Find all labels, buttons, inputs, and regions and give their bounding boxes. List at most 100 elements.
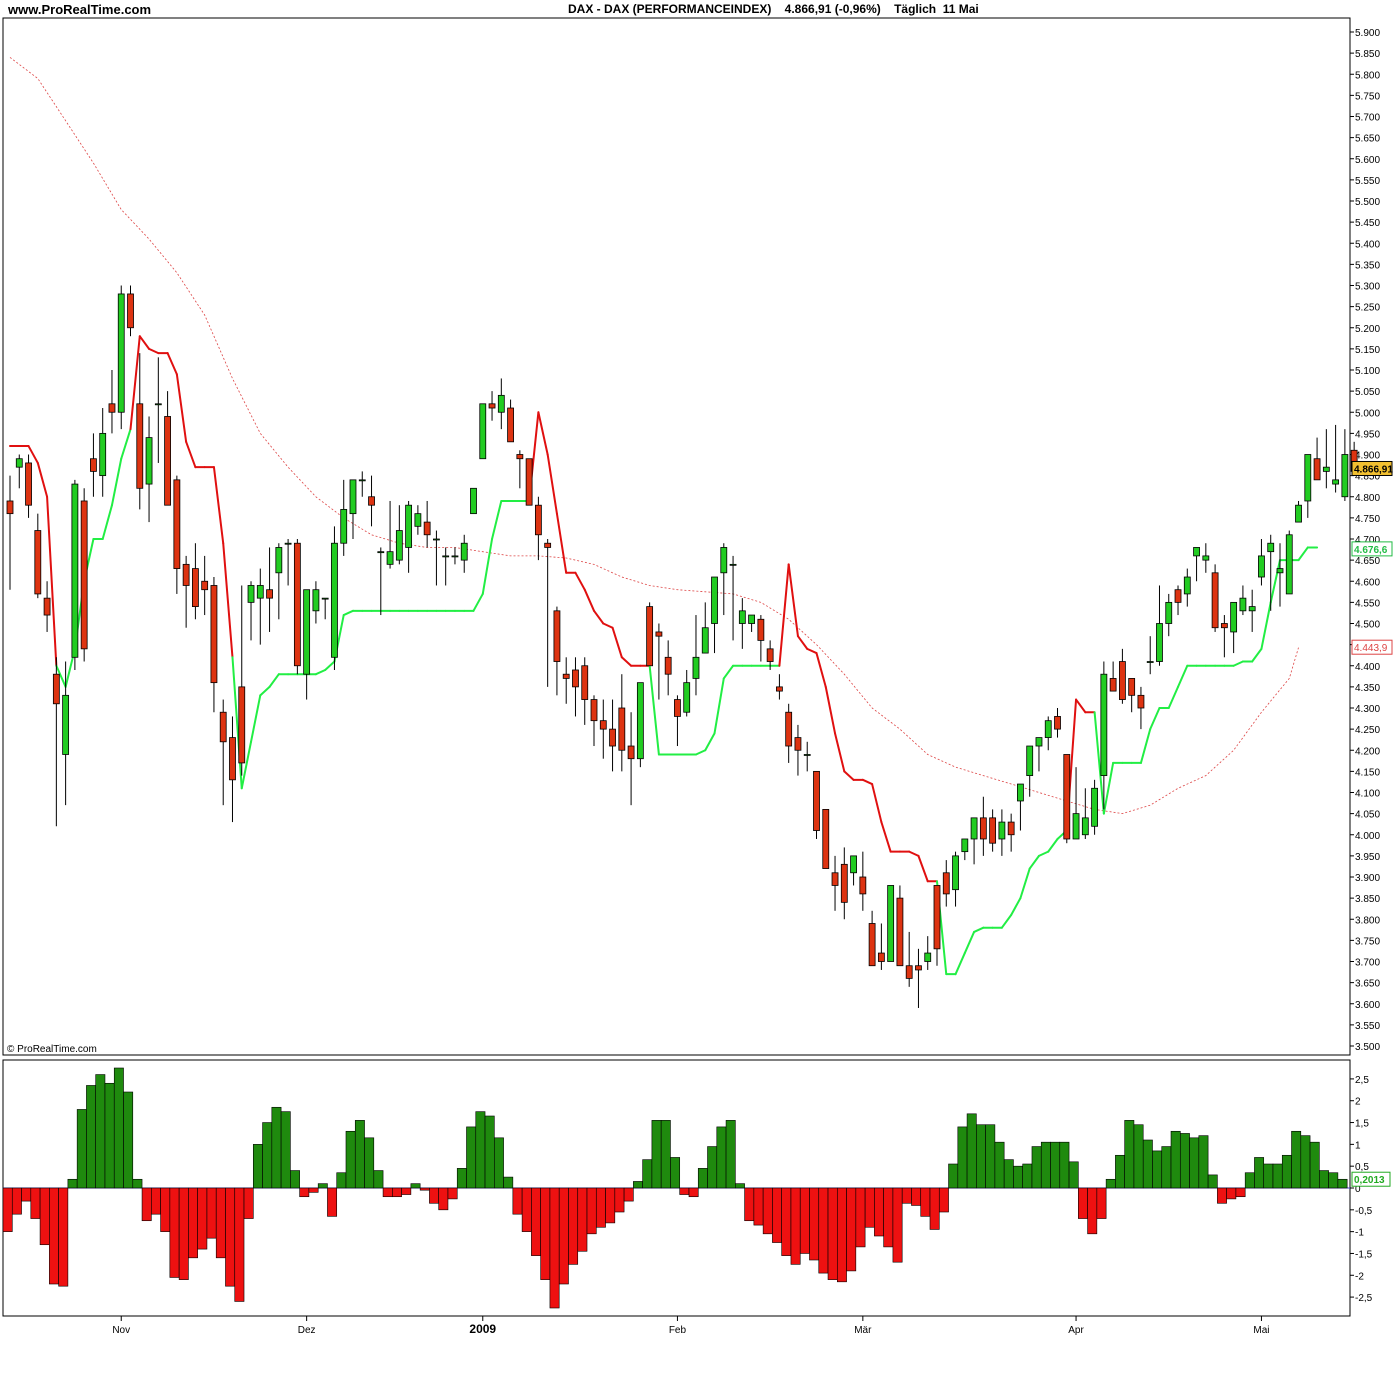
oscillator-bar-positive — [86, 1085, 97, 1189]
oscillator-bar-negative — [846, 1187, 857, 1272]
price-tick-label: 5.800 — [1355, 70, 1380, 81]
oscillator-bar-positive — [660, 1120, 671, 1189]
price-tick-label: 5.550 — [1355, 176, 1380, 187]
oscillator-last-value-box — [1351, 1171, 1391, 1187]
oscillator-bar-positive — [1309, 1141, 1320, 1189]
oscillator-bar-negative — [744, 1187, 755, 1222]
oscillator-bar-negative — [49, 1187, 59, 1285]
oscillator-bar-positive — [707, 1146, 718, 1189]
price-tick-label: 3.550 — [1355, 1021, 1380, 1032]
candle-body-up — [720, 547, 728, 574]
candle — [748, 614, 755, 632]
candle-body-up — [377, 551, 385, 554]
candle-body-up — [1017, 783, 1024, 802]
candle — [1313, 437, 1321, 481]
candle — [433, 530, 440, 586]
oscillator-bar-positive — [373, 1170, 384, 1189]
candle — [664, 640, 672, 696]
trailing-stop-down-segment — [574, 571, 586, 591]
oscillator-bar-negative — [141, 1187, 152, 1222]
candle-body-down — [581, 665, 589, 700]
candle — [349, 479, 357, 539]
oscillator-bar-negative — [799, 1187, 810, 1254]
candle-body-up — [1341, 454, 1349, 498]
trailing-stop-down-segment — [787, 563, 799, 638]
candle-body-down — [182, 563, 190, 586]
candle — [618, 674, 626, 772]
candle-body-up — [1248, 606, 1256, 612]
trailing-stop-up-segment — [694, 749, 707, 756]
trailing-stop-down-segment — [602, 622, 614, 629]
trailing-stop-up-segment — [342, 609, 354, 617]
oscillator-bar-positive — [1133, 1124, 1144, 1189]
candle-body-down — [80, 500, 88, 650]
candle-body-up — [256, 585, 264, 599]
price-tick-label: 5.700 — [1355, 113, 1380, 124]
candle-body-up — [692, 656, 700, 679]
candle-body-up — [998, 821, 1006, 840]
candle — [1063, 754, 1071, 844]
candle — [1267, 534, 1275, 611]
candle-body-up — [340, 509, 348, 544]
candle-body-up — [803, 754, 811, 756]
candle — [970, 817, 978, 865]
trailing-stop-up-segment — [1297, 546, 1309, 562]
oscillator-bar-positive — [76, 1109, 87, 1189]
candle-body-down — [34, 530, 42, 595]
candle — [191, 543, 199, 620]
candle — [1100, 661, 1108, 810]
candle — [1156, 585, 1163, 666]
trailing-stop-down-segment — [138, 335, 151, 350]
trailing-stop-down-segment — [46, 495, 58, 667]
candle-body-down — [173, 479, 181, 569]
candle-body-down — [127, 293, 134, 329]
oscillator-bar-positive — [317, 1183, 328, 1189]
candle — [952, 851, 959, 907]
oscillator-bar-negative — [327, 1187, 338, 1217]
candle — [887, 885, 895, 962]
oscillator-bar-positive — [345, 1130, 356, 1189]
candle — [785, 703, 793, 763]
candle-body-up — [1285, 534, 1293, 595]
candle-body-up — [331, 542, 338, 658]
candle-body-down — [868, 923, 876, 967]
oscillator-bar-negative — [772, 1187, 782, 1243]
candle-body-up — [952, 855, 959, 891]
candle — [924, 936, 932, 970]
price-tick-label: 3.500 — [1355, 1042, 1380, 1053]
candle-body-up — [1081, 817, 1089, 836]
oscillator-bar-positive — [1124, 1120, 1135, 1189]
candle — [1054, 708, 1061, 738]
candle — [460, 534, 468, 573]
candle — [562, 657, 570, 704]
candle — [692, 615, 700, 696]
candle-body-up — [433, 538, 440, 541]
candle-body-down — [1174, 589, 1182, 603]
oscillator-tick-label: 2 — [1355, 1097, 1361, 1108]
price-tick-label: 4.950 — [1355, 429, 1380, 440]
oscillator-bar-positive — [633, 1181, 643, 1189]
candle-body-down — [877, 952, 885, 962]
price-tick-label: 3.650 — [1355, 979, 1380, 990]
oscillator-bar-positive — [123, 1091, 134, 1189]
candle — [590, 695, 598, 747]
candle — [423, 500, 431, 548]
candle — [358, 471, 366, 497]
oscillator-bar-positive — [994, 1141, 1005, 1189]
candle — [507, 399, 514, 443]
trailing-stop-down-segment — [222, 542, 234, 659]
candle-body-up — [961, 838, 969, 853]
candle — [43, 581, 51, 632]
candle — [1183, 568, 1191, 607]
oscillator-bar-negative — [549, 1187, 560, 1309]
trailing-stop-up-segment — [101, 504, 113, 540]
oscillator-bar-positive — [1031, 1146, 1042, 1189]
oscillator-bar-negative — [540, 1187, 551, 1280]
candle-body-up — [1193, 547, 1200, 557]
trailing-stop-down-segment — [815, 652, 827, 688]
candle — [247, 581, 255, 641]
candle — [34, 513, 42, 599]
candle — [840, 847, 848, 920]
trailing-stop-down-segment — [871, 783, 883, 824]
